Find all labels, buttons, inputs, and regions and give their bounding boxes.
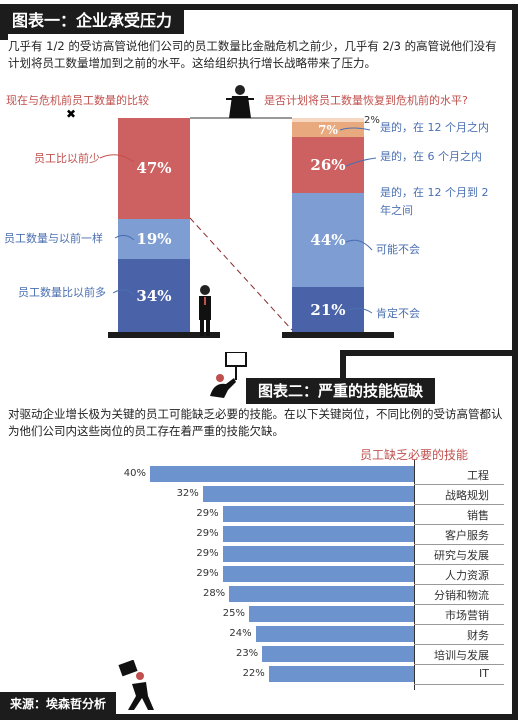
skill-bar-category: 培训与发展 <box>434 649 489 662</box>
left-stacked-bar: 47% 19% 34% <box>118 118 190 332</box>
skill-bar <box>150 466 414 482</box>
chart1-title: 图表一：企业承受压力 <box>0 8 185 34</box>
skill-bar-value: 40% <box>123 468 146 479</box>
skill-bar-category: 人力资源 <box>445 569 489 582</box>
chart2-header: 员工缺乏必要的技能 <box>360 448 469 462</box>
left-label-fewer: 员工比以前少 <box>34 152 100 165</box>
right-label-likely-no: 可能不会 <box>376 243 420 256</box>
skill-bar <box>268 666 414 682</box>
skill-bar-value: 24% <box>229 628 252 639</box>
skill-row-divider <box>414 584 504 585</box>
skill-bar-category: IT <box>479 667 489 680</box>
frame-top <box>0 4 518 10</box>
skill-bar-value: 29% <box>196 548 219 559</box>
skill-row-divider <box>414 644 504 645</box>
skill-bar-value: 29% <box>196 568 219 579</box>
close-icon: ✖ <box>66 107 77 121</box>
right-header: 是否计划将员工数量恢复到危机前的水平? <box>264 94 468 107</box>
skill-row-divider <box>414 624 504 625</box>
frame-bottom <box>0 714 518 720</box>
box-carrier-icon <box>118 660 154 710</box>
skill-bar-value: 25% <box>222 608 245 619</box>
skill-bar-value: 22% <box>242 668 265 679</box>
businessman-icon <box>199 285 211 336</box>
skill-bar <box>202 486 414 502</box>
left-bar-base <box>108 332 220 338</box>
right-label-12m-2y: 是的，在 12 个月到 2 年之间 <box>380 186 489 217</box>
skill-bar-category: 战略规划 <box>445 489 489 502</box>
left-header: 现在与危机前员工数量的比较 <box>6 94 149 107</box>
skill-bar-value: 23% <box>235 648 259 659</box>
frame-right-bottom <box>512 356 518 716</box>
sign-holder-icon <box>210 352 247 398</box>
right-bar-base <box>282 332 394 338</box>
skill-bar <box>229 586 414 602</box>
skill-bar <box>262 646 414 662</box>
right-label-2pct-value: 2% <box>364 115 380 126</box>
frame-middle-v <box>340 350 346 380</box>
skill-row-divider <box>414 604 504 605</box>
skill-bar-value: 32% <box>176 488 199 499</box>
right-label-6m: 是的，在 6 个月之内 <box>380 150 482 163</box>
woman-on-bar-icon <box>226 85 254 118</box>
source-label: 来源：埃森哲分析 <box>0 692 117 716</box>
skill-bar-value: 29% <box>196 508 219 519</box>
skill-bar-category: 财务 <box>467 629 489 642</box>
skill-row-divider <box>414 684 504 685</box>
right-bar-segment-0 <box>292 118 364 123</box>
frame-right <box>512 4 518 354</box>
skill-bar <box>222 526 414 542</box>
right-bar-segment-2: 26% <box>292 137 364 193</box>
skill-bar-category: 市场营销 <box>445 609 489 622</box>
skill-row-divider <box>414 564 504 565</box>
left-bar-segment-2: 34% <box>118 259 190 332</box>
chart2-title: 图表二：严重的技能短缺 <box>246 378 436 404</box>
left-bar-segment-0: 47% <box>118 118 190 219</box>
skill-row-divider <box>414 544 504 545</box>
right-label-12m: 是的，在 12 个月之内 <box>380 121 489 134</box>
right-label-no: 肯定不会 <box>376 307 420 320</box>
skill-bar-category: 研究与发展 <box>434 549 489 562</box>
left-label-same: 员工数量与以前一样 <box>4 232 103 245</box>
skill-bar-category: 客户服务 <box>445 529 489 542</box>
skill-row-divider <box>414 664 504 665</box>
skill-bar-category: 分销和物流 <box>434 589 489 602</box>
skill-bar <box>222 566 414 582</box>
chart1-intro: 几乎有 1/2 的受访高管说他们公司的员工数量比金融危机之前少，几乎有 2/3 … <box>8 39 497 70</box>
skill-bar <box>255 626 414 642</box>
bar-chart-divider <box>414 460 415 690</box>
skill-bar <box>222 506 414 522</box>
skill-row-divider <box>414 484 504 485</box>
skill-row-divider <box>414 504 504 505</box>
right-bar-segment-1: 7% <box>292 122 364 138</box>
skill-bar-value: 29% <box>196 528 219 539</box>
skill-bar <box>249 606 414 622</box>
frame-middle <box>340 350 518 356</box>
skill-bar-value: 28% <box>202 588 226 599</box>
chart2-intro: 对驱动企业增长极为关键的员工可能缺乏必要的技能。在以下关键岗位，不同比例的受访高… <box>8 407 503 438</box>
left-label-more: 员工数量比以前多 <box>18 286 106 299</box>
skill-bar-category: 销售 <box>467 509 489 522</box>
skill-row-divider <box>414 524 504 525</box>
skill-bar-category: 工程 <box>467 469 489 482</box>
left-bar-segment-1: 19% <box>118 218 190 260</box>
skill-bar <box>222 546 414 562</box>
